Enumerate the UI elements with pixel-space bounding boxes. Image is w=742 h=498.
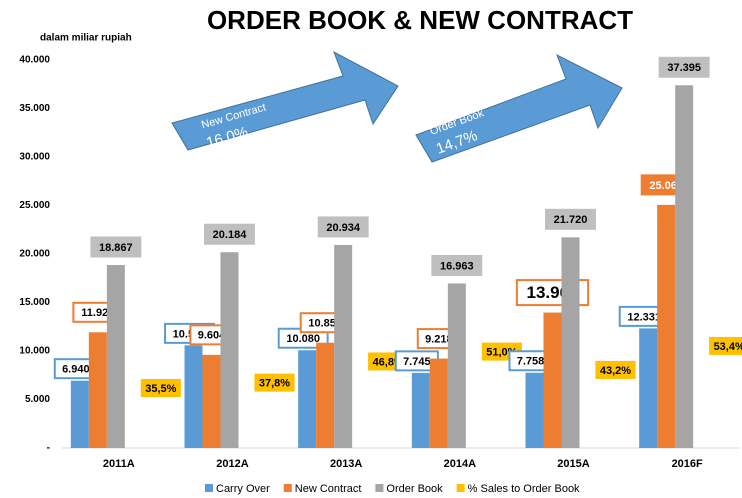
value-label: 53,4% bbox=[714, 341, 742, 353]
x-tick-label: 2012A bbox=[216, 458, 248, 470]
legend-swatch bbox=[375, 484, 384, 492]
value-label: 20.184 bbox=[213, 229, 248, 241]
x-tick-label: 2011A bbox=[103, 458, 135, 470]
bar bbox=[106, 264, 125, 448]
y-tick-label: 30.000 bbox=[19, 152, 50, 163]
bar bbox=[184, 345, 203, 448]
percent-label-box bbox=[709, 336, 742, 355]
x-tick-label: 2015A bbox=[557, 458, 589, 470]
arrow-shape bbox=[171, 50, 399, 151]
bar bbox=[675, 85, 694, 449]
y-tick-label: 40.000 bbox=[19, 55, 50, 66]
chart-title: ORDER BOOK & NEW CONTRACT bbox=[207, 5, 633, 35]
value-label-box bbox=[431, 254, 483, 276]
bar bbox=[316, 342, 335, 448]
value-label: 21.720 bbox=[554, 214, 588, 226]
value-label: 9.604 bbox=[198, 330, 226, 342]
bar bbox=[334, 244, 353, 448]
percent-label-box bbox=[254, 373, 295, 392]
bar bbox=[202, 354, 221, 448]
value-label: 7.758 bbox=[517, 356, 545, 368]
x-tick-label: 2013A bbox=[330, 458, 362, 470]
value-label: 11.927 bbox=[81, 307, 114, 319]
percent-label-box bbox=[140, 379, 181, 398]
value-label: 35,5% bbox=[145, 383, 176, 395]
value-label: 6.940 bbox=[62, 364, 90, 376]
value-label: 7.745 bbox=[403, 356, 431, 368]
value-label: 37,8% bbox=[259, 378, 290, 390]
value-label: 43,2% bbox=[600, 365, 631, 377]
legend-label: Carry Over bbox=[216, 483, 270, 495]
value-label: 18.867 bbox=[99, 242, 133, 254]
value-label-box bbox=[204, 223, 255, 245]
x-tick-label: 2014A bbox=[444, 458, 476, 470]
bar bbox=[88, 332, 107, 448]
value-label: 16.963 bbox=[440, 260, 474, 272]
legend-label: Order Book bbox=[386, 483, 443, 495]
value-label: 9.218 bbox=[425, 333, 453, 345]
unit-label: dalam miliar rupiah bbox=[40, 33, 132, 44]
value-label-box bbox=[90, 236, 142, 258]
bar bbox=[543, 312, 562, 448]
value-label: 12.331 bbox=[627, 311, 661, 323]
value-label: 10.080 bbox=[286, 333, 320, 345]
value-label-box bbox=[317, 216, 369, 238]
bar bbox=[70, 380, 89, 448]
arrow-new-contract: CAGR 2011A-2016F New Contract 16,0% bbox=[171, 50, 399, 152]
bar bbox=[220, 252, 239, 448]
bar bbox=[657, 204, 676, 448]
bar bbox=[525, 372, 544, 448]
bar bbox=[561, 237, 580, 448]
bar bbox=[298, 350, 317, 448]
arrow-order-book: CAGR 2011A-2016F Order Book 14,7% bbox=[415, 53, 623, 163]
y-tick-label: 25.000 bbox=[19, 200, 50, 211]
value-label-box bbox=[545, 208, 596, 230]
value-label: 20.934 bbox=[326, 222, 361, 234]
arrow-shape bbox=[415, 53, 623, 163]
value-label-box bbox=[658, 56, 710, 78]
y-tick-label: 10.000 bbox=[19, 346, 50, 357]
bar bbox=[639, 328, 658, 448]
y-tick-label: 15.000 bbox=[19, 297, 50, 308]
y-tick-label: 5.000 bbox=[25, 394, 50, 405]
bar bbox=[429, 358, 448, 448]
bar bbox=[447, 283, 466, 448]
legend-swatch bbox=[456, 484, 465, 492]
value-label: 37.395 bbox=[667, 62, 701, 74]
legend-swatch bbox=[283, 484, 292, 492]
bar bbox=[411, 372, 430, 448]
legend-swatch bbox=[205, 484, 213, 492]
x-tick-label: 2016F bbox=[672, 458, 703, 470]
percent-label-box bbox=[595, 360, 636, 379]
y-tick-label: 20.000 bbox=[19, 249, 50, 260]
y-tick-label: 35.000 bbox=[19, 103, 50, 114]
y-tick-label: - bbox=[47, 443, 50, 454]
legend-label: % Sales to Order Book bbox=[468, 483, 580, 495]
legend-label: New Contract bbox=[295, 483, 362, 495]
